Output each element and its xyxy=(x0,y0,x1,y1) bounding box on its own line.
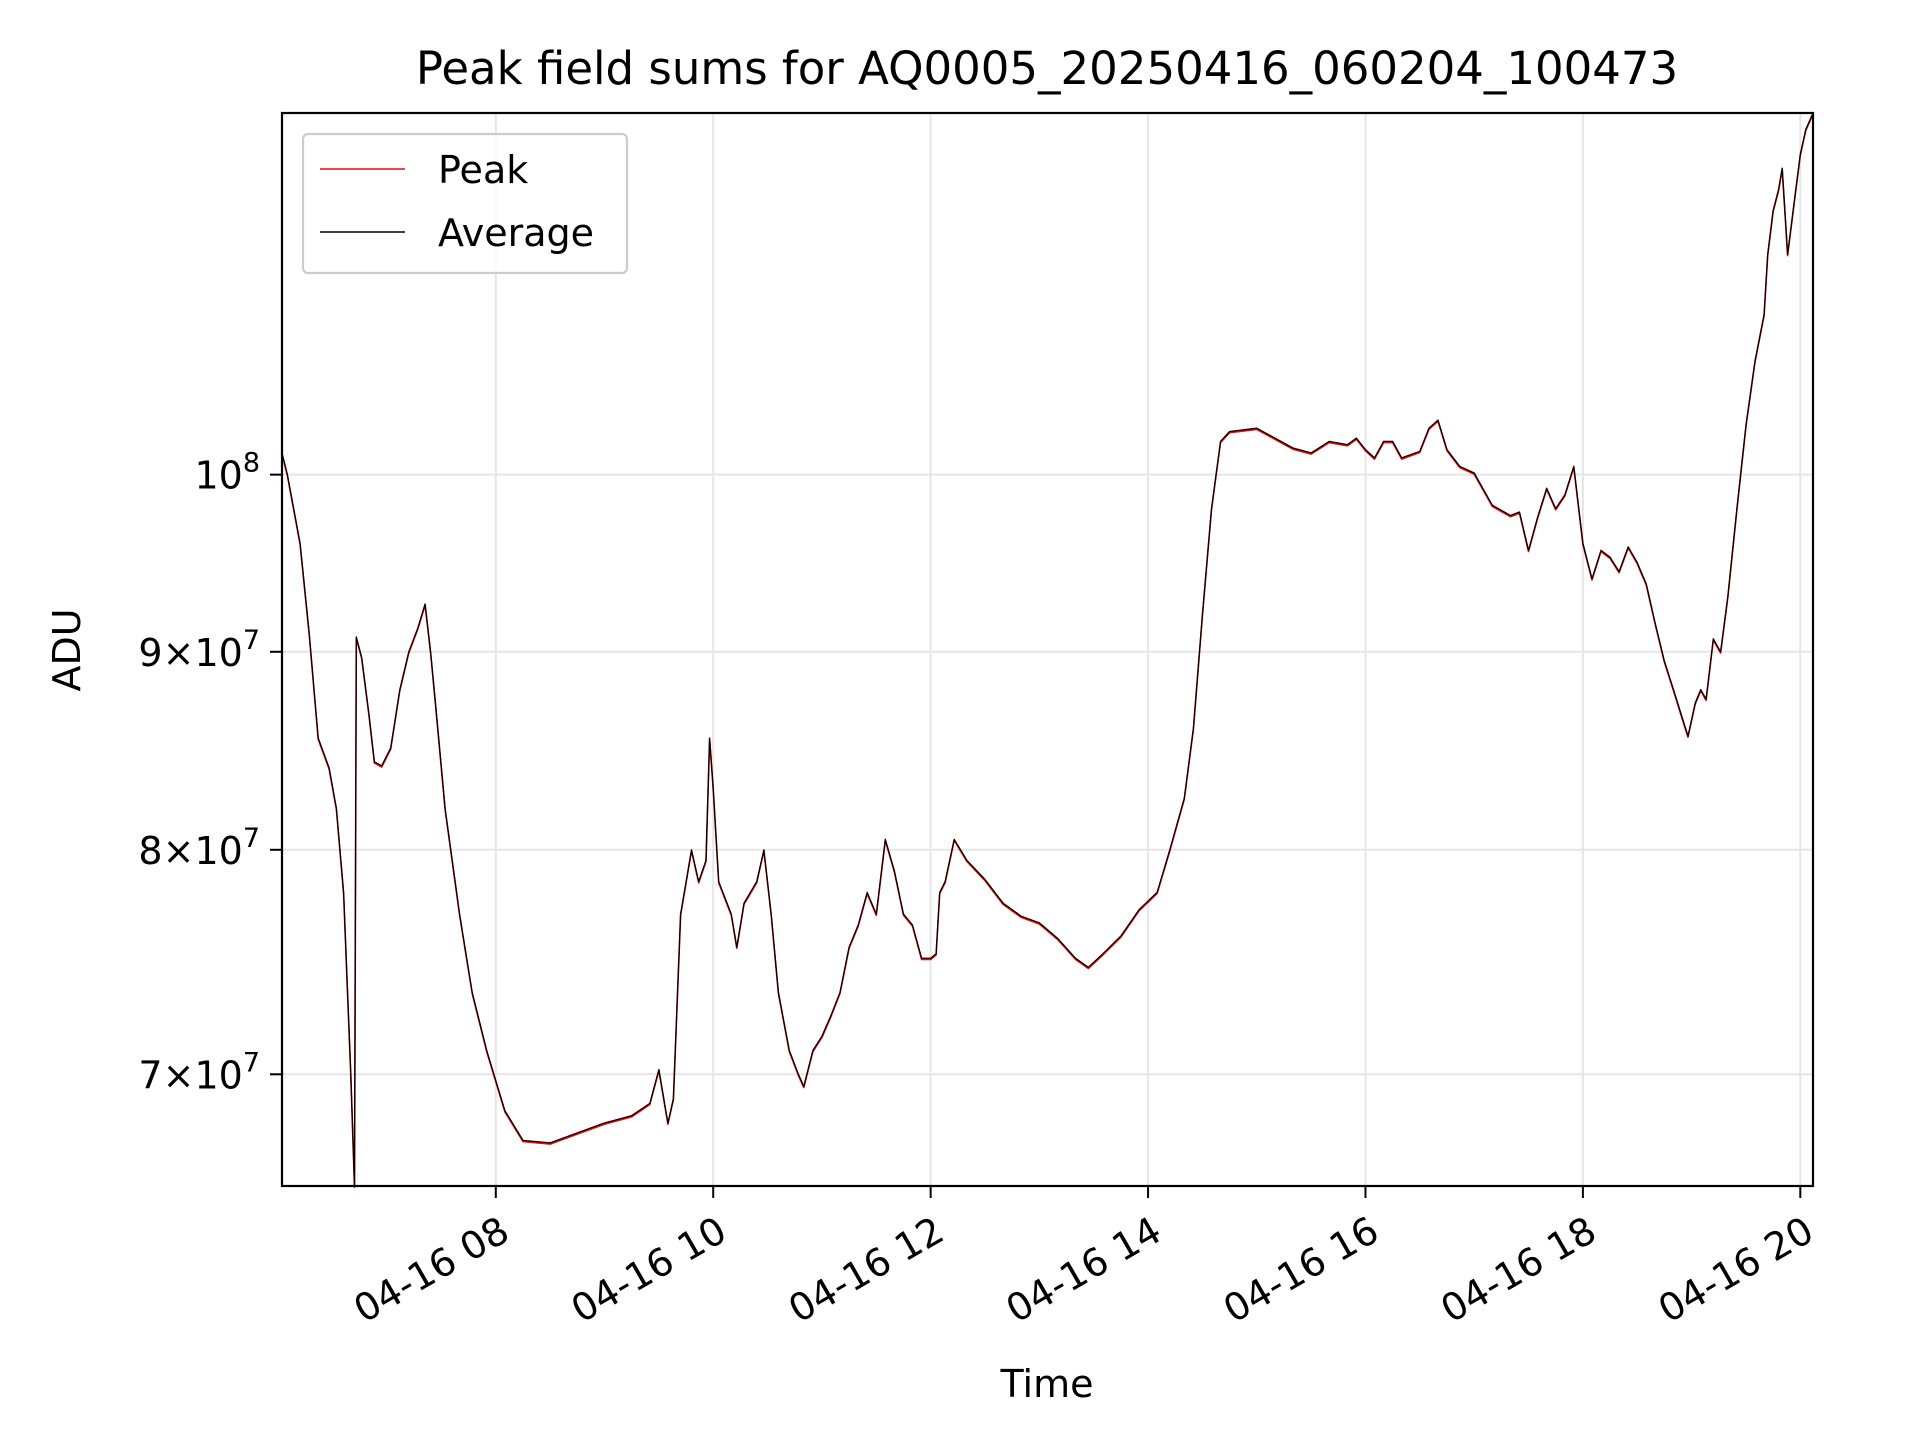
y-tick-label-times: ×10 xyxy=(163,829,243,873)
y-tick-label-exponent: 7 xyxy=(243,625,260,656)
y-tick-label: 8×107 xyxy=(138,823,260,873)
y-tick-label-mantissa: 9 xyxy=(138,631,162,675)
y-tick-label: 7×107 xyxy=(138,1047,260,1097)
y-tick-label: 9×107 xyxy=(138,625,260,675)
legend: Peak Average xyxy=(301,132,629,275)
series-layer xyxy=(281,112,1814,1189)
chart-title: Peak field sums for AQ0005_20250416_0602… xyxy=(416,42,1678,95)
y-tick-label-base: 10 xyxy=(194,454,242,498)
series-line-average xyxy=(281,112,1814,1187)
plot-frame xyxy=(280,111,1815,1188)
y-tick-label-mantissa: 7 xyxy=(138,1053,162,1097)
x-axis-label: Time xyxy=(1000,1362,1094,1406)
y-tick-label-exponent: 7 xyxy=(243,1047,260,1078)
y-tick-label-mantissa: 8 xyxy=(138,829,162,873)
y-tick-label-times: ×10 xyxy=(163,1053,243,1097)
legend-label-peak: Peak xyxy=(438,148,528,192)
grid xyxy=(282,113,1813,1186)
y-tick-label-exponent: 8 xyxy=(243,448,260,479)
y-tick-label-exponent: 7 xyxy=(243,823,260,854)
y-tick-label: 108 xyxy=(194,448,260,498)
y-tick-label-times: ×10 xyxy=(163,631,243,675)
legend-label-average: Average xyxy=(438,211,594,255)
y-axis-label: ADU xyxy=(45,608,89,691)
